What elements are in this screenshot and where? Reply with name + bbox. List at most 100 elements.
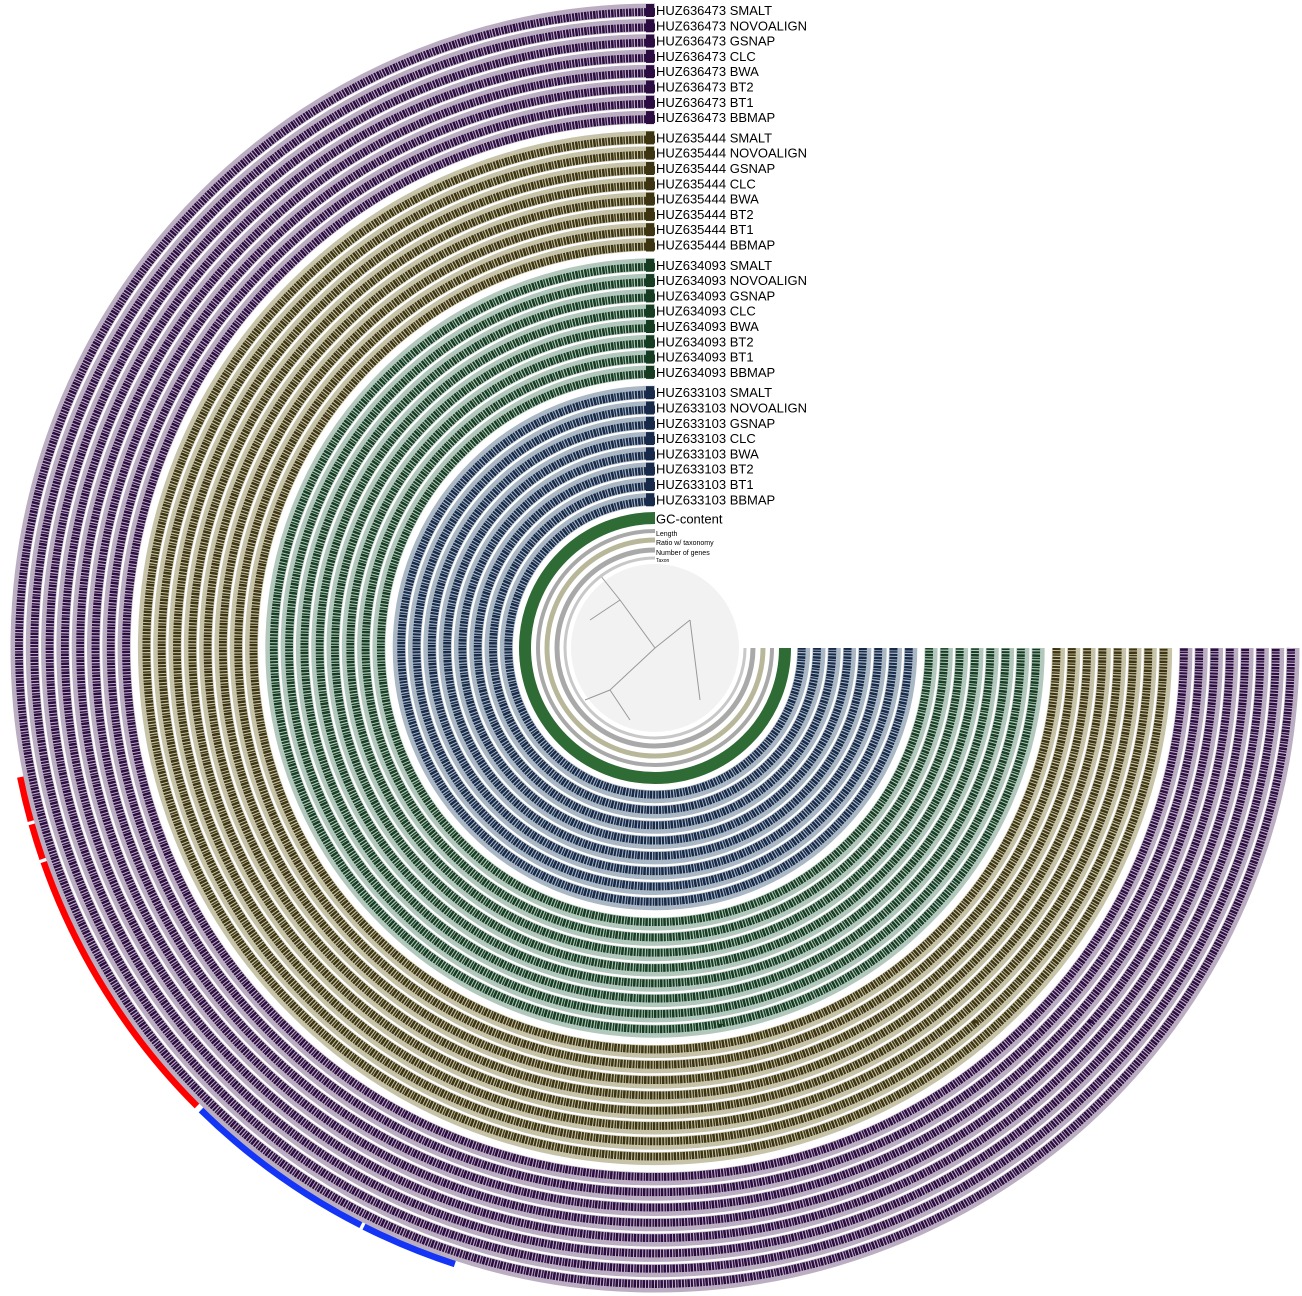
layer-swatch [646, 350, 654, 364]
layer-swatch [646, 131, 654, 145]
layer-swatch [646, 19, 654, 33]
layer-swatch [646, 111, 654, 125]
layer-bars [346, 339, 964, 957]
extra-layer [563, 556, 747, 740]
layer-swatch [646, 238, 654, 252]
layer-bars [285, 278, 1025, 1018]
layer-label: HUZ634093 NOVOALIGN [656, 273, 807, 288]
layer-label: HUZ635444 BT1 [656, 222, 754, 237]
layer-swatch [646, 304, 654, 318]
layer-bars [60, 53, 1250, 1243]
layer-label: HUZ634093 BBMAP [656, 365, 775, 380]
layer-swatch [646, 432, 654, 446]
layer-bars [443, 436, 867, 860]
layer-label: HUZ636473 BWA [656, 64, 759, 79]
extra-layer-label: Taxon [656, 558, 670, 564]
layer-swatch [646, 401, 654, 415]
collection-arc [198, 1103, 365, 1229]
layer-swatch [646, 177, 654, 191]
layer-label: HUZ634093 CLC [656, 304, 756, 319]
layer-label: HUZ633103 CLC [656, 431, 756, 446]
layer-label: HUZ633103 BWA [656, 446, 759, 461]
layer-label: HUZ635444 GSNAP [656, 161, 775, 176]
layer-label: HUZ633103 GSNAP [656, 416, 775, 431]
layer-bars [122, 115, 1188, 1181]
layer-swatch [646, 320, 654, 333]
layer-bars [234, 227, 1076, 1069]
layer-swatch [646, 80, 654, 94]
layer-swatch [646, 289, 654, 303]
layer-label: HUZ636473 BBMAP [656, 110, 775, 125]
layer-swatch [646, 146, 654, 160]
layer-label: HUZ633103 BBMAP [656, 492, 775, 507]
extra-layer-label: Ratio w/ taxonomy [656, 540, 714, 547]
layer-swatch [646, 335, 654, 349]
layer-label: HUZ636473 NOVOALIGN [656, 18, 807, 33]
layer-label: HUZ635444 BBMAP [656, 238, 775, 253]
layer-bars [91, 84, 1219, 1212]
layer-bars [412, 405, 898, 891]
layer-label: HUZ634093 GSNAP [656, 288, 775, 303]
layer-bars [361, 354, 949, 942]
layer-label: HUZ636473 BT1 [656, 95, 754, 110]
layer-swatch [646, 462, 654, 476]
layer-label: HUZ633103 SMALT [656, 385, 772, 400]
layer-bars [427, 420, 883, 876]
layer-bars [397, 390, 913, 906]
layer-label: HUZ635444 BT2 [656, 207, 754, 222]
layer-bars [315, 308, 995, 988]
layer-label: HUZ635444 CLC [656, 176, 756, 191]
layer-label: HUZ636473 GSNAP [656, 34, 775, 49]
extra-layer-label: Length [656, 531, 678, 538]
layer-label: HUZ633103 NOVOALIGN [656, 401, 807, 416]
layer-bars [489, 482, 821, 814]
extra-layer [544, 537, 766, 759]
collection-arc [17, 775, 40, 822]
layer-bars [331, 324, 979, 972]
layer-swatch [646, 447, 654, 461]
extra-layer-label: Number of genes [656, 550, 710, 557]
layer-bars [15, 8, 1295, 1288]
layer-swatch [646, 4, 654, 17]
layer-swatch [646, 274, 654, 288]
layer-swatch [646, 207, 654, 221]
layer-swatch [646, 365, 654, 379]
layer-label: HUZ635444 NOVOALIGN [656, 146, 807, 161]
layer-label: HUZ636473 CLC [656, 49, 756, 64]
layer-bars [157, 150, 1153, 1146]
layer-bars [173, 166, 1137, 1130]
layer-label: HUZ633103 BT1 [656, 477, 754, 492]
layer-bars [142, 135, 1168, 1161]
layer-swatch [646, 416, 654, 430]
layer-bars [106, 99, 1204, 1197]
layer-bars [269, 262, 1041, 1034]
layer-bars [504, 497, 806, 799]
layer-bars [203, 196, 1107, 1100]
layer-swatch [646, 34, 654, 48]
layer-bars [76, 69, 1234, 1227]
layer-bars [188, 181, 1122, 1115]
layer-bars [249, 242, 1061, 1054]
layer-label: HUZ634093 BT1 [656, 350, 754, 365]
layer-swatch [646, 386, 654, 400]
layer-label: HUZ633103 BT2 [656, 462, 754, 477]
layer-swatch [646, 192, 654, 206]
layer-label: HUZ634093 BT2 [656, 334, 754, 349]
extra-layer-label: GC-content [656, 512, 723, 527]
layer-swatch [646, 258, 654, 272]
layer-label: HUZ635444 SMALT [656, 130, 772, 145]
layer-swatch [646, 95, 654, 109]
layer-swatch [646, 478, 654, 491]
layer-label: HUZ636473 BT2 [656, 80, 754, 95]
layer-swatch [646, 493, 654, 507]
layer-bars [376, 369, 934, 927]
extra-layer [554, 547, 756, 749]
collection-arc [362, 1218, 458, 1268]
extra-layer [536, 529, 774, 767]
collection-arc [40, 859, 204, 1109]
layer-bars [300, 293, 1010, 1003]
dendrogram [571, 564, 739, 732]
layer-swatch [646, 49, 654, 63]
